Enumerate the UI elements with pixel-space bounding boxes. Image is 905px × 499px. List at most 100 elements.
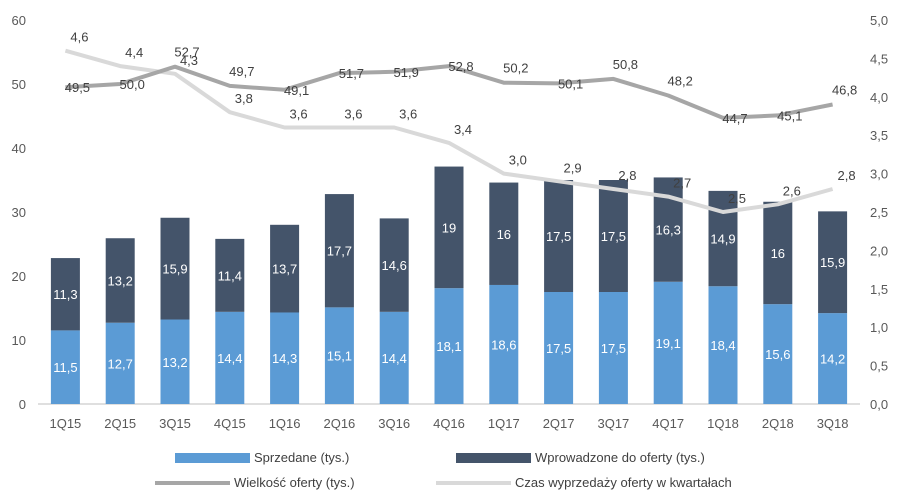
y-left-tick-label: 40 <box>12 141 26 156</box>
x-tick-label: 4Q16 <box>433 416 465 431</box>
bar-sprzedane-label: 15,1 <box>327 349 352 364</box>
x-tick-label: 2Q15 <box>104 416 136 431</box>
line-wielkosc-label: 52,7 <box>174 45 199 60</box>
y-right-tick-label: 5,0 <box>870 13 888 28</box>
bar-wprowadzone <box>50 258 80 331</box>
bar-sprzedane-label: 17,5 <box>546 341 571 356</box>
bar-sprzedane-label: 18,4 <box>710 338 735 353</box>
bar-sprzedane <box>818 313 848 404</box>
y-right-tick-label: 4,5 <box>870 51 888 66</box>
y-right-tick-label: 0,5 <box>870 359 888 374</box>
bar-wprowadzone-label: 14,6 <box>382 258 407 273</box>
bar-wprowadzone <box>324 194 354 308</box>
line-wielkosc-label: 51,7 <box>339 66 364 81</box>
x-tick-label: 3Q16 <box>378 416 410 431</box>
legend-label-wielkosc: Wielkość oferty (tys.) <box>234 475 355 490</box>
bar-wprowadzone-label: 15,9 <box>162 262 187 277</box>
line-wielkosc-label: 46,8 <box>832 82 857 97</box>
bar-sprzedane <box>598 292 628 404</box>
bar-sprzedane-label: 18,6 <box>491 337 516 352</box>
bar-wprowadzone-label: 19 <box>442 220 456 235</box>
bar-sprzedane <box>270 312 300 404</box>
y-right-tick-label: 3,0 <box>870 167 888 182</box>
x-tick-label: 2Q16 <box>323 416 355 431</box>
line-wielkosc-label: 48,2 <box>668 74 693 89</box>
bar-sprzedane <box>708 286 738 404</box>
bar-wprowadzone <box>708 190 738 287</box>
line-wielkosc-label: 50,2 <box>503 61 528 76</box>
bar-sprzedane-label: 12,7 <box>108 356 133 371</box>
y-left-tick-label: 60 <box>12 13 26 28</box>
y-left-tick-label: 0 <box>19 397 26 412</box>
line-wielkosc-label: 49,7 <box>229 64 254 79</box>
y-left-tick-label: 20 <box>12 269 26 284</box>
bar-sprzedane-label: 18,1 <box>436 339 461 354</box>
line-czas-label: 2,7 <box>673 176 691 191</box>
line-czas-label: 2,6 <box>783 183 801 198</box>
legend-swatch-czas <box>436 480 511 485</box>
bar-sprzedane-label: 11,5 <box>53 360 77 375</box>
bar-wprowadzone-label: 17,7 <box>327 244 352 259</box>
line-czas <box>64 48 834 214</box>
y-left-tick-label: 10 <box>12 333 26 348</box>
x-tick-label: 3Q17 <box>597 416 629 431</box>
line-wielkosc-label: 49,5 <box>65 80 90 95</box>
x-tick-label: 3Q15 <box>159 416 191 431</box>
line-wielkosc-label: 50,8 <box>613 57 638 72</box>
bar-wprowadzone-label: 15,9 <box>820 255 845 270</box>
line-wielkosc-label: 51,9 <box>394 65 419 80</box>
x-tick-label: 4Q15 <box>214 416 246 431</box>
bar-sprzedane <box>324 307 354 404</box>
x-tick-label: 1Q16 <box>269 416 301 431</box>
y-right-tick-label: 0,0 <box>870 397 888 412</box>
bar-wprowadzone <box>379 218 409 312</box>
y-left-tick-label: 30 <box>12 205 26 220</box>
bar-wprowadzone-label: 16 <box>771 246 785 261</box>
bar-sprzedane <box>653 281 683 404</box>
x-tick-label: 3Q18 <box>817 416 849 431</box>
line-czas-label: 3,6 <box>290 107 308 122</box>
line-czas-label: 2,5 <box>728 191 746 206</box>
y-right-tick-label: 2,5 <box>870 205 888 220</box>
bar-sprzedane-label: 17,5 <box>601 341 626 356</box>
line-czas-label: 2,9 <box>564 160 582 175</box>
bar-wprowadzone <box>105 238 135 323</box>
line-wielkosc <box>65 64 833 120</box>
x-tick-label: 1Q15 <box>49 416 81 431</box>
bar-wprowadzone-label: 13,2 <box>108 273 133 288</box>
bar-wprowadzone-label: 11,4 <box>218 268 242 283</box>
legend-swatch-wielkosc <box>155 480 230 485</box>
bar-sprzedane <box>434 288 464 404</box>
bar-sprzedane-label: 14,4 <box>382 351 407 366</box>
line-czas-label: 2,8 <box>618 168 636 183</box>
bar-sprzedane-label: 19,1 <box>656 336 681 351</box>
bar-wprowadzone-label: 11,3 <box>53 287 77 302</box>
legend-label-sprzedane: Sprzedane (tys.) <box>254 450 350 465</box>
bar-sprzedane <box>763 304 793 404</box>
line-wielkosc-label: 50,0 <box>120 77 145 92</box>
bar-sprzedane-label: 15,6 <box>765 347 790 362</box>
line-wielkosc-label: 52,8 <box>448 59 473 74</box>
bar-sprzedane-label: 14,3 <box>272 351 297 366</box>
bar-sprzedane <box>379 311 409 404</box>
bar-sprzedane <box>160 319 190 404</box>
y-right-tick-label: 4,0 <box>870 90 888 105</box>
bar-sprzedane <box>215 311 245 404</box>
legend-item-czas: Czas wyprzedaży oferty w kwartałach <box>436 475 732 490</box>
bar-sprzedane-label: 13,2 <box>162 355 187 370</box>
bar-wprowadzone-label: 17,5 <box>601 229 626 244</box>
legend-swatch-sprzedane <box>175 452 250 463</box>
bar-wprowadzone-label: 16,3 <box>656 223 681 238</box>
line-czas-label: 3,6 <box>399 107 417 122</box>
line-wielkosc-label: 49,1 <box>284 83 309 98</box>
legend-item-wielkosc: Wielkość oferty (tys.) <box>155 475 355 490</box>
bar-sprzedane <box>105 322 135 404</box>
bar-sprzedane <box>489 284 519 404</box>
bar-sprzedane <box>50 330 80 404</box>
line-czas-label: 4,3 <box>180 53 198 68</box>
bar-wprowadzone-label: 14,9 <box>710 232 735 247</box>
y-right-tick-label: 1,5 <box>870 282 888 297</box>
line-czas-label: 3,6 <box>344 107 362 122</box>
line-czas-label: 3,4 <box>454 122 472 137</box>
x-tick-label: 1Q17 <box>488 416 520 431</box>
